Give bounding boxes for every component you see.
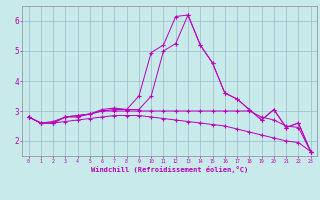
X-axis label: Windchill (Refroidissement éolien,°C): Windchill (Refroidissement éolien,°C) bbox=[91, 166, 248, 173]
